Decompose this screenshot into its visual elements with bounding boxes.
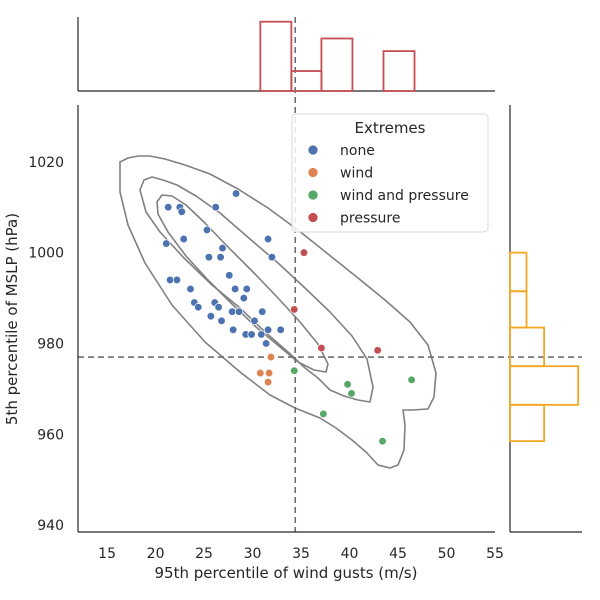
- y-tick-label: 960: [37, 427, 64, 443]
- point-none: [164, 203, 173, 212]
- point-none: [206, 312, 216, 321]
- point-pressure: [299, 248, 309, 257]
- threshold-lines: [78, 17, 582, 532]
- point-none: [214, 302, 223, 312]
- x-tick-label: 15: [98, 546, 116, 562]
- legend-marker: [307, 167, 319, 178]
- x-tick-label: 35: [292, 546, 310, 562]
- marginal-y-bar: [509, 403, 545, 443]
- point-none: [186, 284, 195, 294]
- point-none: [276, 325, 285, 335]
- marginal-x-bar: [259, 20, 293, 92]
- point-none: [258, 307, 267, 316]
- x-tick-label: 20: [147, 546, 165, 562]
- point-none: [263, 325, 273, 335]
- point-none: [216, 253, 225, 262]
- point-none: [231, 189, 241, 198]
- point-none: [218, 243, 227, 253]
- y-tick-label: 980: [37, 336, 64, 352]
- point-wind: [264, 368, 274, 378]
- legend-label: pressure: [340, 211, 400, 227]
- y-ticks: 940 960 980 1000 1020: [28, 155, 64, 534]
- point-none: [261, 339, 271, 348]
- point-none: [172, 275, 182, 285]
- legend: Extremes none wind wind and pressure pressur…: [291, 113, 489, 233]
- legend-marker: [307, 212, 319, 223]
- point-none: [242, 284, 251, 294]
- point-none: [229, 325, 238, 335]
- marginal-y-bar: [509, 365, 580, 406]
- point-none: [230, 284, 240, 294]
- scatter-points: [162, 189, 416, 446]
- point-pressure: [373, 346, 382, 355]
- legend-marker: [307, 144, 319, 156]
- contour-level-1: [139, 176, 374, 403]
- marginal-y-histogram: [509, 105, 582, 533]
- y-tick-label: 940: [37, 518, 64, 534]
- point-pressure: [290, 305, 299, 314]
- point-wind-and-pressure: [290, 366, 299, 375]
- marginal-x-bar: [320, 37, 354, 92]
- point-none: [204, 253, 214, 262]
- legend-title: Extremes: [355, 119, 426, 137]
- point-wind: [266, 352, 276, 362]
- point-none: [217, 316, 226, 325]
- point-none: [202, 225, 212, 235]
- point-none: [225, 271, 234, 280]
- contour-level-0: [119, 155, 437, 469]
- marginal-y-bar: [509, 251, 528, 293]
- kde-contours: [119, 155, 437, 469]
- legend-label: wind and pressure: [340, 188, 469, 204]
- x-tick-label: 55: [486, 546, 504, 562]
- point-none: [257, 330, 266, 339]
- main-axes: [77, 105, 495, 533]
- x-tick-label: 45: [389, 546, 407, 562]
- point-none: [194, 302, 203, 312]
- point-none: [239, 293, 248, 303]
- point-none: [177, 207, 186, 216]
- legend-label: wind: [340, 166, 373, 182]
- legend-label: none: [340, 143, 375, 159]
- point-none: [267, 253, 277, 262]
- y-tick-label: 1020: [28, 155, 64, 171]
- point-wind-and-pressure: [347, 389, 356, 398]
- x-tick-label: 40: [341, 546, 359, 562]
- point-wind-and-pressure: [319, 409, 328, 419]
- x-tick-label: 30: [244, 546, 262, 562]
- point-wind-and-pressure: [378, 436, 387, 446]
- point-wind: [263, 377, 273, 387]
- marginal-y-bar: [509, 290, 528, 329]
- y-tick-label: 1000: [28, 246, 64, 262]
- point-none: [263, 234, 273, 244]
- point-none: [162, 239, 171, 248]
- point-none: [179, 234, 188, 244]
- marginal-x-bar: [382, 50, 416, 92]
- legend-marker: [307, 189, 319, 201]
- legend-box: [291, 113, 489, 233]
- point-none: [247, 330, 256, 339]
- x-axis-label: 95th percentile of wind gusts (m/s): [155, 564, 418, 582]
- x-ticks: 15 20 25 30 35 40 45 50 55: [98, 546, 504, 562]
- point-none: [250, 316, 259, 325]
- x-tick-label: 25: [195, 546, 213, 562]
- point-wind-and-pressure: [343, 380, 352, 389]
- contour-level-2: [156, 194, 329, 373]
- point-wind-and-pressure: [407, 375, 416, 384]
- x-tick-label: 50: [438, 546, 456, 562]
- point-none: [211, 203, 220, 212]
- point-pressure: [317, 343, 326, 353]
- y-axis-label: 5th percentile of MSLP (hPa): [3, 213, 21, 425]
- marginal-y-bar: [509, 326, 545, 368]
- marginal-x-histogram: [77, 17, 495, 92]
- point-wind: [256, 368, 265, 378]
- point-none: [234, 307, 244, 316]
